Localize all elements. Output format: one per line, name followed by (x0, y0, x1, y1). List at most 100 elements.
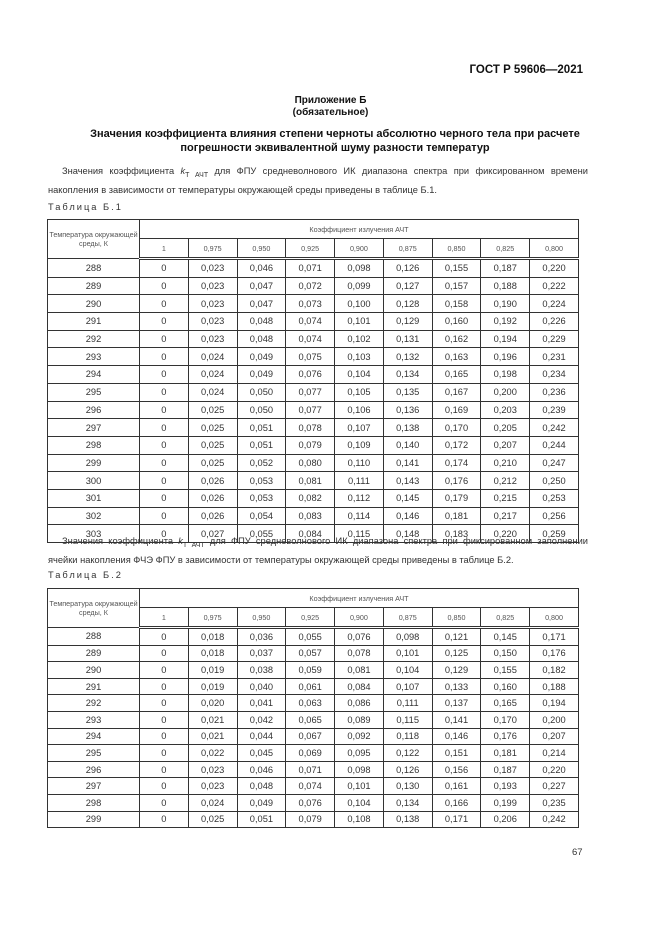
value-cell: 0,101 (334, 777, 384, 795)
value-cell: 0,049 (236, 365, 287, 384)
value-cell: 0 (139, 276, 189, 296)
value-cell: 0,104 (334, 365, 384, 384)
table-row: 294 0 0,021 0,044 0,067 0,092 0,118 0,146 0,176 0… (47, 727, 579, 746)
table-row: 294 0 0,024 0,049 0,076 0,104 0,134 0,165 0,198 0… (47, 365, 579, 384)
value-cell: 0,207 (529, 727, 579, 746)
value-cell: 0,156 (431, 760, 482, 779)
value-cell: 0,095 (334, 744, 384, 762)
paragraph-2: Значения коэффициента kT АЧТ для ФПУ сре… (48, 534, 588, 567)
table-row: 292 0 0,020 0,041 0,063 0,086 0,111 0,137 0,165 0… (47, 694, 579, 712)
value-cell: 0,127 (382, 276, 433, 296)
appendix-title: Приложение Б (294, 95, 367, 106)
value-cell: 0,024 (187, 347, 238, 367)
value-cell: 0,110 (334, 453, 384, 473)
value-cell: 0,026 (187, 506, 238, 526)
temperature-cell: 288 (47, 627, 140, 646)
value-cell: 0,220 (529, 258, 579, 278)
value-cell: 0,146 (431, 727, 482, 746)
value-cell: 0,051 (236, 435, 287, 455)
value-cell: 0,074 (285, 312, 336, 331)
value-cell: 0,049 (236, 793, 287, 812)
value-cell: 0,086 (334, 694, 384, 712)
value-cell: 0,226 (529, 312, 579, 331)
table-row: 288 0 0,018 0,036 0,055 0,076 0,098 0,121 0,145 0… (47, 627, 579, 646)
value-cell: 0,137 (431, 694, 482, 712)
value-cell: 0,025 (187, 453, 238, 473)
column-header: 0,800 (529, 607, 579, 629)
value-cell: 0,138 (382, 810, 433, 829)
value-cell: 0,133 (431, 677, 482, 696)
value-cell: 0,256 (529, 506, 579, 526)
table-row: 303 0 0,027 0,055 0,084 0,115 0,148 0,183 0,220 0… (47, 524, 579, 543)
value-cell: 0,172 (431, 435, 482, 455)
value-cell: 0,071 (285, 760, 336, 779)
value-cell: 0,025 (187, 418, 238, 437)
value-cell: 0,081 (285, 471, 336, 490)
value-cell: 0,170 (431, 418, 482, 437)
temperature-cell: 294 (47, 727, 140, 746)
value-cell: 0,023 (187, 777, 238, 795)
paragraph-1: Значения коэффициента kT АЧТ для ФПУ сре… (48, 164, 588, 197)
value-cell: 0,166 (431, 793, 482, 812)
value-cell: 0,146 (382, 506, 433, 526)
value-cell: 0,027 (187, 524, 238, 543)
value-cell: 0,024 (187, 365, 238, 384)
value-cell: 0,079 (285, 810, 336, 829)
value-cell: 0,179 (431, 488, 482, 508)
table-row: 295 0 0,024 0,050 0,077 0,105 0,135 0,167 0,200 0… (47, 382, 579, 402)
table-row: 295 0 0,022 0,045 0,069 0,095 0,122 0,151 0,181 0… (47, 744, 579, 762)
value-cell: 0,021 (187, 710, 238, 729)
value-cell: 0,109 (334, 435, 384, 455)
value-cell: 0,055 (236, 524, 287, 543)
value-cell: 0,069 (285, 744, 336, 762)
column-header: 1 (139, 607, 189, 629)
value-cell: 0,075 (285, 347, 336, 367)
value-cell: 0,098 (382, 627, 433, 646)
value-cell: 0,076 (285, 365, 336, 384)
value-cell: 0,047 (236, 276, 287, 296)
value-cell: 0,165 (480, 694, 531, 712)
value-cell: 0,171 (529, 627, 579, 646)
value-cell: 0,105 (334, 382, 384, 402)
value-cell: 0,203 (480, 400, 531, 420)
table-row: 300 0 0,026 0,053 0,081 0,111 0,143 0,176 0,212 0… (47, 471, 579, 490)
value-cell: 0,190 (480, 294, 531, 314)
value-cell: 0 (139, 760, 189, 779)
table-row: 289 0 0,018 0,037 0,057 0,078 0,101 0,125 0,150 0… (47, 644, 579, 663)
value-cell: 0,036 (236, 627, 287, 646)
temperature-cell: 292 (47, 694, 140, 712)
value-cell: 0,104 (382, 661, 433, 679)
value-cell: 0,098 (334, 760, 384, 779)
paragraph-text: Значения коэффициента (62, 166, 181, 176)
value-cell: 0,200 (480, 382, 531, 402)
value-cell: 0,193 (480, 777, 531, 795)
value-cell: 0,099 (334, 276, 384, 296)
value-cell: 0,038 (236, 661, 287, 679)
value-cell: 0 (139, 382, 189, 402)
value-cell: 0,194 (529, 694, 579, 712)
temperature-cell: 298 (47, 793, 140, 812)
temperature-cell: 298 (47, 435, 140, 455)
temperature-cell: 290 (47, 661, 140, 679)
value-cell: 0,078 (285, 418, 336, 437)
value-cell: 0,135 (382, 382, 433, 402)
value-cell: 0 (139, 744, 189, 762)
temperature-header: Температура окружающей среды, К (47, 588, 140, 628)
value-cell: 0,187 (480, 760, 531, 779)
value-cell: 0,126 (382, 258, 433, 278)
value-cell: 0,244 (529, 435, 579, 455)
value-cell: 0,074 (285, 777, 336, 795)
value-cell: 0,092 (334, 727, 384, 746)
value-cell: 0,018 (187, 627, 238, 646)
column-header: 0,925 (285, 238, 336, 260)
value-cell: 0,114 (334, 506, 384, 526)
temperature-cell: 293 (47, 347, 140, 367)
value-cell: 0 (139, 453, 189, 473)
value-cell: 0,040 (236, 677, 287, 696)
value-cell: 0,071 (285, 258, 336, 278)
value-cell: 0,188 (529, 677, 579, 696)
value-cell: 0,170 (480, 710, 531, 729)
value-cell: 0,242 (529, 418, 579, 437)
table-2-label: Таблица Б.2 (48, 570, 123, 580)
column-header: 0,850 (431, 607, 482, 629)
